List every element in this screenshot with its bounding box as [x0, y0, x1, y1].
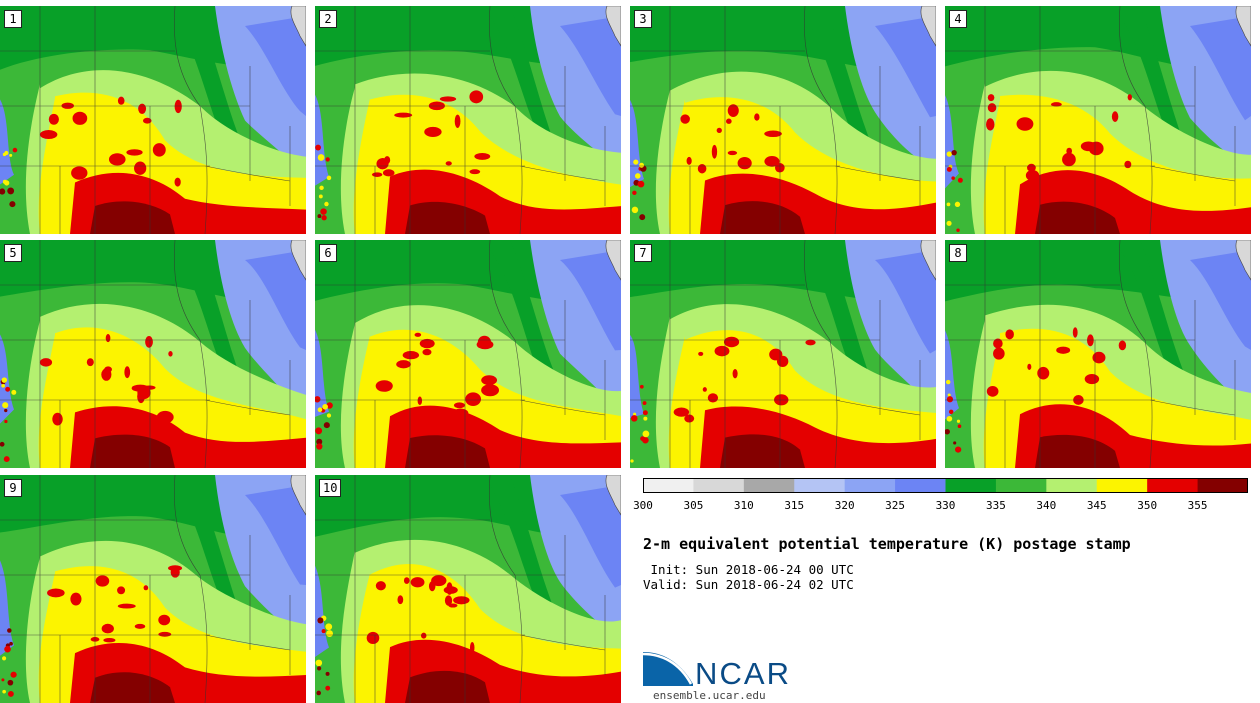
- member-label: 3: [634, 10, 652, 28]
- theta-e-field: [630, 6, 936, 234]
- theta-e-field: [945, 240, 1251, 468]
- colorbar-bin: [743, 478, 795, 493]
- member-label: 5: [4, 244, 22, 262]
- colorbar-tick: 340: [1036, 499, 1057, 512]
- theta-e-field: [0, 240, 306, 468]
- ncar-swoosh-icon: [643, 652, 693, 686]
- init-time: Init: Sun 2018-06-24 00 UTC: [643, 562, 854, 577]
- colorbar-tick: 355: [1187, 499, 1208, 512]
- member-label: 1: [4, 10, 22, 28]
- theta-e-field: [315, 6, 621, 234]
- colorbar-tick: 320: [834, 499, 855, 512]
- figure-title: 2-m equivalent potential temperature (K)…: [643, 535, 1131, 553]
- theta-e-field: [630, 240, 936, 468]
- theta-e-field: [0, 6, 306, 234]
- ncar-logo-text: NCAR: [695, 656, 789, 691]
- colorbar-bin: [1147, 478, 1199, 493]
- map-panel: 2: [315, 6, 621, 234]
- theta-e-field: [945, 6, 1251, 234]
- map-panel: 7: [630, 240, 936, 468]
- logo-url: ensemble.ucar.edu: [653, 689, 766, 702]
- colorbar-tick: 325: [885, 499, 906, 512]
- colorbar-bin: [643, 478, 694, 493]
- colorbar-bin: [1197, 478, 1248, 493]
- colorbar-bin: [895, 478, 946, 493]
- member-label: 4: [949, 10, 967, 28]
- member-label: 8: [949, 244, 967, 262]
- member-label: 9: [4, 479, 22, 497]
- theta-e-field: [315, 475, 621, 703]
- member-label: 10: [319, 479, 342, 497]
- map-panel: 6: [315, 240, 621, 468]
- colorbar-tick: 350: [1137, 499, 1158, 512]
- map-panel: 4: [945, 6, 1251, 234]
- colorbar-frame: [643, 478, 1248, 493]
- member-label: 7: [634, 244, 652, 262]
- map-panel: 10: [315, 475, 621, 703]
- map-panel: 5: [0, 240, 306, 468]
- theta-e-field: [315, 240, 621, 468]
- colorbar-tick: 315: [784, 499, 805, 512]
- theta-e-field: [0, 475, 306, 703]
- valid-time: Valid: Sun 2018-06-24 02 UTC: [643, 577, 854, 592]
- colorbar: [643, 478, 1248, 493]
- colorbar-bin: [693, 478, 745, 493]
- colorbar-bin: [1096, 478, 1148, 493]
- colorbar-bin: [794, 478, 846, 493]
- colorbar-tick: 345: [1086, 499, 1107, 512]
- ncar-swoosh-stripe-icon: [643, 652, 693, 685]
- member-label: 2: [319, 10, 337, 28]
- colorbar-bin: [995, 478, 1047, 493]
- colorbar-bin: [844, 478, 896, 493]
- map-panel: 8: [945, 240, 1251, 468]
- map-panel: 1: [0, 6, 306, 234]
- colorbar-tick: 335: [985, 499, 1006, 512]
- member-label: 6: [319, 244, 337, 262]
- colorbar-tick: 310: [733, 499, 754, 512]
- colorbar-tick: 300: [633, 499, 653, 512]
- map-panel: 9: [0, 475, 306, 703]
- colorbar-tick: 330: [935, 499, 956, 512]
- colorbar-bin: [1046, 478, 1098, 493]
- map-panel: 3: [630, 6, 936, 234]
- ncar-logo: NCAR: [643, 652, 789, 691]
- colorbar-tick: 305: [683, 499, 704, 512]
- colorbar-bin: [945, 478, 997, 493]
